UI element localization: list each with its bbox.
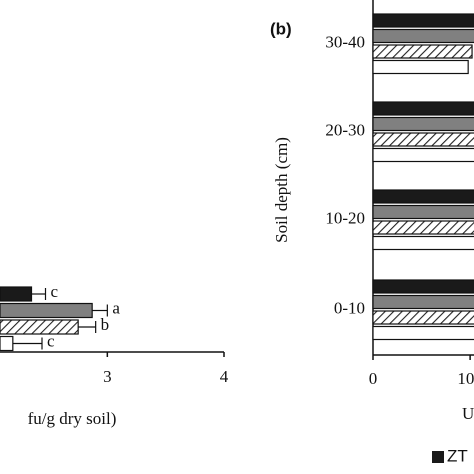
significance-letter: b (101, 315, 110, 334)
bar (0, 319, 79, 335)
bar (372, 325, 474, 341)
x-tick-label: 100 (457, 369, 474, 388)
bar (372, 101, 474, 116)
bar (372, 59, 469, 75)
bar (372, 220, 474, 235)
bar (372, 235, 474, 251)
y-tick-label: 30-40 (325, 33, 365, 52)
legend-label: ZT (447, 446, 468, 465)
y-axis-label: Soil depth (cm) (272, 137, 291, 243)
y-tick-label: 20-30 (325, 121, 365, 140)
x-tick-label: 3 (103, 367, 112, 386)
significance-letter: c (47, 331, 55, 350)
bar (0, 335, 14, 352)
bar (0, 302, 93, 319)
x-tick-label: 4 (220, 367, 229, 386)
bar (372, 28, 474, 44)
bar (372, 189, 474, 204)
y-tick-label: 10-20 (325, 209, 365, 228)
bar (372, 147, 474, 163)
panel-label: (b) (270, 19, 292, 38)
bar (372, 294, 474, 310)
bar (372, 310, 474, 325)
x-axis-label: U (462, 404, 474, 423)
bar (0, 286, 33, 302)
y-tick-label: 0-10 (334, 299, 365, 318)
bar (372, 204, 474, 220)
significance-letter: a (112, 298, 120, 317)
legend-swatch (432, 451, 444, 463)
x-axis-label: fu/g dry soil) (28, 409, 117, 428)
bar (372, 44, 473, 59)
bar (372, 279, 474, 294)
x-tick-label: 0 (369, 369, 378, 388)
bar (372, 13, 474, 28)
significance-letter: c (51, 282, 59, 301)
bar (372, 116, 474, 132)
bar (372, 132, 474, 147)
